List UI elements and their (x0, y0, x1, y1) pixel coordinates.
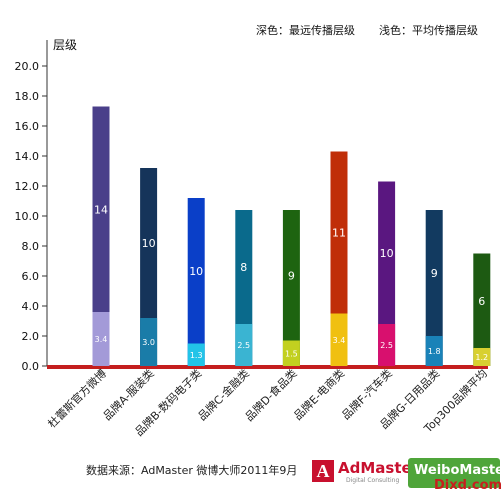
data-label-deepest: 8 (240, 261, 247, 274)
y-tick-label: 20.0 (15, 60, 40, 73)
data-label-average: 3.4 (333, 336, 346, 345)
bar-average-level (282, 340, 300, 366)
bars: 14 3.4 10 3.0 10 1.3 8 2.5 9 1.5 11 3.4 10 2.5 9 1.8 6 1.… (92, 106, 491, 366)
admaster-mark-icon: A (312, 460, 334, 482)
bar-deepest-level (378, 181, 396, 366)
data-label-average: 1.5 (285, 349, 298, 358)
weibomaster-logo-text: WeiboMaster (414, 463, 504, 478)
data-label-deepest: 9 (431, 267, 438, 280)
bar-deepest-level (473, 253, 491, 366)
bar-average-level (378, 324, 396, 366)
bar-average-level (235, 324, 253, 366)
bar-deepest-level (330, 151, 348, 366)
bar-average-level (425, 336, 443, 366)
admaster-logo-text: AdMaster (338, 459, 420, 477)
data-label-average: 1.3 (190, 351, 203, 360)
weibomaster-logo: WeiboMaster (408, 458, 504, 488)
bar-deepest-level (187, 198, 205, 366)
bar-average-level (140, 318, 158, 366)
bar-average-level (187, 343, 205, 366)
data-label-deepest: 11 (332, 227, 346, 240)
data-label-deepest: 9 (288, 269, 295, 282)
data-label-average: 2.5 (237, 341, 250, 350)
legend-light: 浅色：平均传播层级 (379, 24, 478, 37)
bar-average-level (92, 312, 110, 366)
y-tick-label: 2.0 (22, 330, 40, 343)
data-label-deepest: 10 (189, 265, 203, 278)
bar-deepest-level (92, 106, 110, 366)
data-label-deepest: 10 (142, 237, 156, 250)
data-label-average: 2.5 (380, 341, 393, 350)
x-tick-label: 杜蕾斯官方微博 (45, 366, 109, 430)
admaster-logo: A AdMaster Digital Consulting (312, 458, 419, 488)
x-axis-line (47, 365, 488, 369)
y-axis-label: 层级 (53, 38, 77, 52)
data-label-average: 1.2 (475, 353, 488, 362)
x-axis-labels: 杜蕾斯官方微博品牌A-服装类品牌B-数码电子类品牌C-金融类品牌D-食品类品牌E… (45, 366, 490, 438)
bar-deepest-level (425, 210, 443, 366)
admaster-logo-tagline: Digital Consulting (346, 477, 400, 484)
watermark: Dixd.com (434, 478, 503, 493)
y-tick-label: 12.0 (15, 180, 40, 193)
data-source-note: 数据来源：AdMaster 微博大师2011年9月 (86, 464, 298, 477)
bar-deepest-level (282, 210, 300, 366)
x-tick-label: 品牌E-电商类 (291, 366, 348, 423)
data-label-average: 3.4 (95, 335, 108, 344)
legend-deep: 深色：最远传播层级 (256, 24, 355, 37)
bar-average-level (473, 348, 491, 366)
y-tick-label: 10.0 (15, 210, 40, 223)
data-label-deepest: 6 (478, 295, 485, 308)
bar-deepest-level (140, 168, 158, 366)
y-tick-label: 14.0 (15, 150, 40, 163)
y-tick-label: 6.0 (22, 270, 40, 283)
data-label-deepest: 14 (94, 203, 108, 216)
bar-average-level (330, 313, 348, 366)
data-label-average: 1.8 (428, 347, 441, 356)
data-label-deepest: 10 (380, 247, 394, 260)
y-tick-label: 8.0 (22, 240, 40, 253)
y-tick-label: 18.0 (15, 90, 40, 103)
y-tick-label: 16.0 (15, 120, 40, 133)
y-tick-label: 0.0 (22, 360, 40, 373)
y-axis: 0.0 2.0 4.0 6.0 8.0 10.0 12.0 14.0 16.0 18.0 20.0 (15, 40, 488, 373)
data-label-average: 3.0 (142, 338, 155, 347)
y-tick-label: 4.0 (22, 300, 40, 313)
